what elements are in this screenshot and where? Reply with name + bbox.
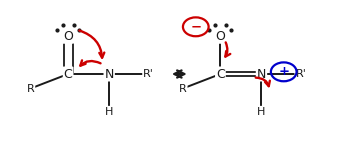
- Text: R': R': [295, 69, 306, 79]
- Text: O: O: [63, 30, 73, 43]
- Text: N: N: [257, 67, 266, 81]
- Text: O: O: [216, 30, 225, 43]
- Text: C: C: [64, 67, 72, 81]
- Text: N: N: [105, 67, 114, 81]
- Text: −: −: [190, 20, 201, 33]
- Text: R: R: [27, 83, 34, 94]
- Text: R: R: [179, 83, 187, 94]
- Text: +: +: [278, 65, 289, 78]
- Text: H: H: [105, 107, 114, 117]
- Text: R': R': [143, 69, 154, 79]
- Text: H: H: [257, 107, 266, 117]
- Text: C: C: [216, 67, 225, 81]
